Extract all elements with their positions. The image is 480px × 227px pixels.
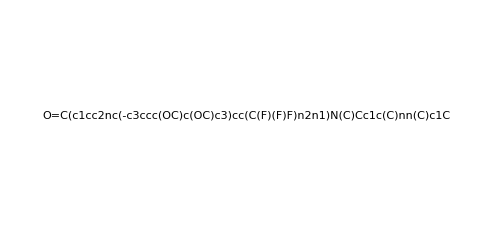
Text: O=C(c1cc2nc(-c3ccc(OC)c(OC)c3)cc(C(F)(F)F)n2n1)N(C)Cc1c(C)nn(C)c1C: O=C(c1cc2nc(-c3ccc(OC)c(OC)c3)cc(C(F)(F)… [42,110,450,120]
